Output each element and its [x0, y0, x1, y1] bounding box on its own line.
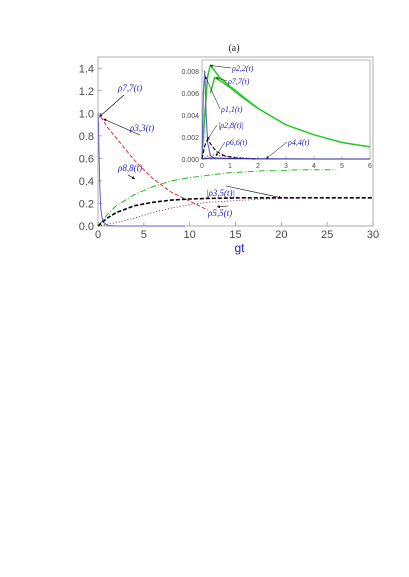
y-tick-label: 1.4 [79, 63, 94, 75]
y-tick-label: 1.0 [79, 108, 94, 120]
inset-series-annotation: ρ7,7(t) [227, 77, 250, 86]
inset-series-line [201, 70, 217, 160]
series-line [100, 116, 209, 211]
y-tick-label: 0.4 [79, 176, 94, 188]
x-tick-label: 15 [229, 229, 241, 241]
series-line [97, 197, 373, 227]
series-line [97, 169, 337, 227]
inset-annotation-arrow [210, 64, 232, 69]
x-tick-label: 30 [367, 229, 379, 241]
series-annotation: |ρ3,5(t)| [206, 188, 235, 198]
inset-series-annotation: ρ6,6(t) [225, 138, 248, 147]
inset-x-tick-label: 5 [340, 163, 344, 170]
inset-series-annotation: ρ1,1(t) [220, 105, 243, 114]
inset-y-tick-label: 0.006 [181, 91, 199, 98]
inset-y-tick-label: 0.002 [181, 135, 199, 142]
inset-series-annotation: |ρ2,8(t)| [218, 121, 244, 130]
inset-series-line [201, 63, 371, 160]
inset-series-line [201, 157, 370, 160]
x-tick-label: 20 [275, 229, 287, 241]
series-annotation: ρ8,8(t) [117, 163, 142, 173]
inset-x-tick-label: 4 [312, 163, 316, 170]
inset-x-tick-label: 2 [256, 163, 260, 170]
inset-plot: 0 1 2 3 4 5 6 0.000 0.002 0.004 0.006 0.008 ρ2,2(t) ρ… [181, 59, 372, 170]
panel-label: (a) [228, 43, 239, 54]
series-annotation: ρ5,5(t) [207, 208, 232, 218]
inset-series-annotation: ρ4,4(t) [287, 138, 310, 147]
y-tick-label: 0.8 [79, 131, 94, 143]
inset-x-tick-label: 0 [200, 163, 204, 170]
y-tick-label: 1.2 [79, 86, 94, 98]
x-tick-label: 10 [184, 229, 196, 241]
inset-series-line [209, 76, 259, 110]
annotation-arrow [225, 185, 282, 199]
annotation-arrow [216, 205, 229, 209]
y-tick-label: 0.2 [79, 198, 94, 210]
inset-x-tick-label: 6 [368, 163, 372, 170]
annotation-arrow [99, 94, 125, 117]
annotation-arrow [127, 174, 135, 179]
inset-annotation-arrow [266, 141, 288, 159]
series-annotation: ρ3,3(t) [129, 123, 154, 133]
inset-x-tick-label: 1 [228, 163, 232, 170]
annotation-arrow [103, 118, 141, 136]
y-tick-label: 0.6 [79, 153, 94, 165]
inset-x-tick-label: 3 [284, 163, 288, 170]
inset-annotation-arrow [205, 76, 221, 110]
x-axis-label: gt [234, 241, 245, 255]
x-tick-label: 25 [321, 229, 333, 241]
series-annotation: ρ7,7(t) [117, 83, 142, 93]
x-tick-label: 0 [95, 229, 101, 241]
inset-series-annotation: ρ2,2(t) [231, 64, 254, 73]
inset-series-line [201, 138, 259, 160]
inset-annotation-arrow [215, 77, 228, 82]
inset-annotation-arrow [207, 124, 218, 140]
inset-y-tick-label: 0.004 [181, 113, 199, 120]
series-line [97, 113, 186, 227]
inset-y-tick-label: 0.000 [181, 157, 199, 164]
x-tick-label: 5 [141, 229, 147, 241]
y-tick-label: 0.0 [79, 221, 94, 233]
inset-annotation-arrow [215, 141, 226, 156]
main-plot: 0 5 10 15 20 25 300.00.20.40.60.81.01.21.4gtρ7… [79, 56, 379, 255]
inset-y-tick-label: 0.008 [181, 69, 199, 76]
